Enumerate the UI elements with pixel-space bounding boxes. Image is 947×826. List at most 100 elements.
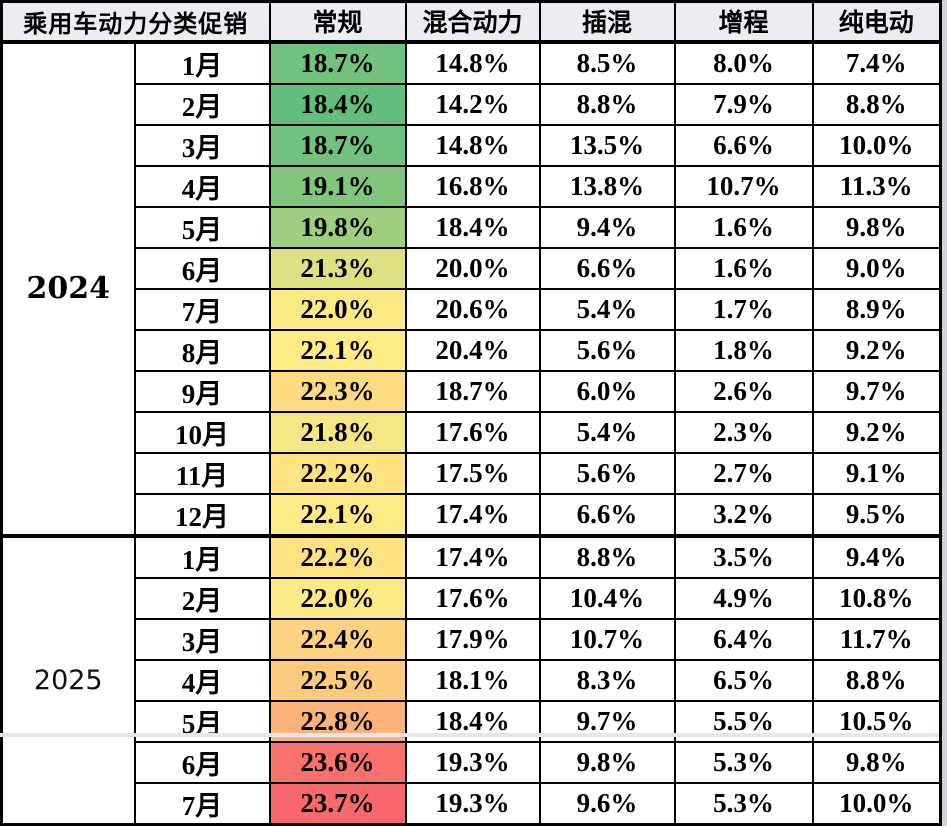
value-cell: 20.4% [404,328,541,372]
month-cell: 12月 [133,492,271,537]
month-cell: 3月 [133,123,271,167]
value-cell: 18.7% [404,369,541,413]
value-cell: 9.8% [811,205,942,249]
promo-value-cell: 18.4% [268,82,407,126]
table-row: 9月 22.3% 18.7% 6.0% 2.6% 9.7% [2,369,942,413]
value-cell: 17.6% [404,410,541,454]
table-row: 4月 19.1% 16.8% 13.8% 10.7% 11.3% [2,164,942,208]
value-cell: 8.8% [538,533,676,579]
value-cell: 2.7% [673,451,814,495]
table-row: 5月 19.8% 18.4% 9.4% 1.6% 9.8% [2,205,942,249]
month-cell: 1月 [133,533,271,579]
col-header-regular: 常规 [268,0,407,44]
promo-value-cell: 18.7% [268,40,407,85]
month-cell: 3月 [133,617,271,661]
value-cell: 9.4% [538,205,676,249]
promo-value-cell: 22.1% [268,328,407,372]
year-label-2025: 2025 [0,533,136,825]
month-cell: 2月 [133,576,271,620]
value-cell: 7.4% [811,40,942,85]
month-cell: 2月 [133,82,271,126]
month-cell: 9月 [133,369,271,413]
value-cell: 10.0% [811,123,942,167]
value-cell: 1.7% [673,287,814,331]
table-row: 7月 22.0% 20.6% 5.4% 1.7% 8.9% [2,287,942,331]
value-cell: 8.5% [538,40,676,85]
value-cell: 9.8% [538,740,676,784]
table-row: 4月 22.5% 18.1% 8.3% 6.5% 8.8% [2,658,942,702]
value-cell: 14.8% [404,40,541,85]
value-cell: 8.9% [811,287,942,331]
value-cell: 14.2% [404,82,541,126]
value-cell: 5.3% [673,781,814,825]
col-header-hybrid: 混合动力 [404,0,541,44]
value-cell: 10.0% [811,781,942,825]
month-cell: 4月 [133,164,271,208]
month-cell: 8月 [133,328,271,372]
value-cell: 1.8% [673,328,814,372]
value-cell: 17.9% [404,617,541,661]
table-title: 乘用车动力分类促销 [0,0,271,44]
value-cell: 11.3% [811,164,942,208]
promo-value-cell: 22.1% [268,492,407,537]
value-cell: 17.5% [404,451,541,495]
table-row: 3月 18.7% 14.8% 13.5% 6.6% 10.0% [2,123,942,167]
value-cell: 8.8% [538,82,676,126]
promo-value-cell: 19.1% [268,164,407,208]
promo-value-cell: 22.4% [268,617,407,661]
promo-value-cell: 18.7% [268,123,407,167]
value-cell: 8.3% [538,658,676,702]
col-header-phev: 插混 [538,0,676,44]
value-cell: 18.1% [404,658,541,702]
month-cell: 6月 [133,246,271,290]
promo-value-cell: 19.8% [268,205,407,249]
value-cell: 9.4% [811,533,942,579]
value-cell: 4.9% [673,576,814,620]
value-cell: 11.7% [811,617,942,661]
value-cell: 6.4% [673,617,814,661]
table-row: 2024 1月 18.7% 14.8% 8.5% 8.0% 7.4% [0,40,942,537]
value-cell: 10.4% [538,576,676,620]
value-cell: 6.0% [538,369,676,413]
value-cell: 10.7% [673,164,814,208]
promo-value-cell: 22.2% [268,533,407,579]
table-row: 10月 21.8% 17.6% 5.4% 2.3% 9.2% [2,410,942,454]
value-cell: 19.3% [404,781,541,825]
table-row: 2025 1月 22.2% 17.4% 8.8% 3.5% 9.4% [0,533,942,825]
value-cell: 13.5% [538,123,676,167]
value-cell: 13.8% [538,164,676,208]
table-body: 2024 1月 18.7% 14.8% 8.5% 8.0% 7.4% 2月 18.4% 14.2%… [0,40,942,825]
value-cell: 9.0% [811,246,942,290]
promo-value-cell: 23.6% [268,740,407,784]
value-cell: 9.1% [811,451,942,495]
value-cell: 17.4% [404,492,541,537]
value-cell: 8.0% [673,40,814,85]
value-cell: 9.8% [811,740,942,784]
month-cell: 7月 [133,287,271,331]
value-cell: 5.3% [673,740,814,784]
value-cell: 6.6% [673,123,814,167]
month-cell: 7月 [133,781,271,825]
value-cell: 6.6% [538,492,676,537]
table-row: 6月 23.6% 19.3% 9.8% 5.3% 9.8% [2,740,942,784]
promo-value-cell: 21.8% [268,410,407,454]
value-cell: 8.8% [811,658,942,702]
table-row: 6月 21.3% 20.0% 6.6% 1.6% 9.0% [2,246,942,290]
col-header-erev: 增程 [673,0,814,44]
value-cell: 9.2% [811,328,942,372]
promo-value-cell: 22.3% [268,369,407,413]
table-row: 7月 23.7% 19.3% 9.6% 5.3% 10.0% [2,781,942,825]
value-cell: 3.5% [673,533,814,579]
value-cell: 8.8% [811,82,942,126]
table-row: 2月 18.4% 14.2% 8.8% 7.9% 8.8% [2,82,942,126]
value-cell: 7.9% [673,82,814,126]
header-row: 乘用车动力分类促销 常规 混合动力 插混 增程 纯电动 [0,0,942,44]
value-cell: 9.2% [811,410,942,454]
value-cell: 1.6% [673,246,814,290]
value-cell: 16.8% [404,164,541,208]
value-cell: 20.6% [404,287,541,331]
month-cell: 1月 [133,40,271,85]
value-cell: 9.6% [538,781,676,825]
